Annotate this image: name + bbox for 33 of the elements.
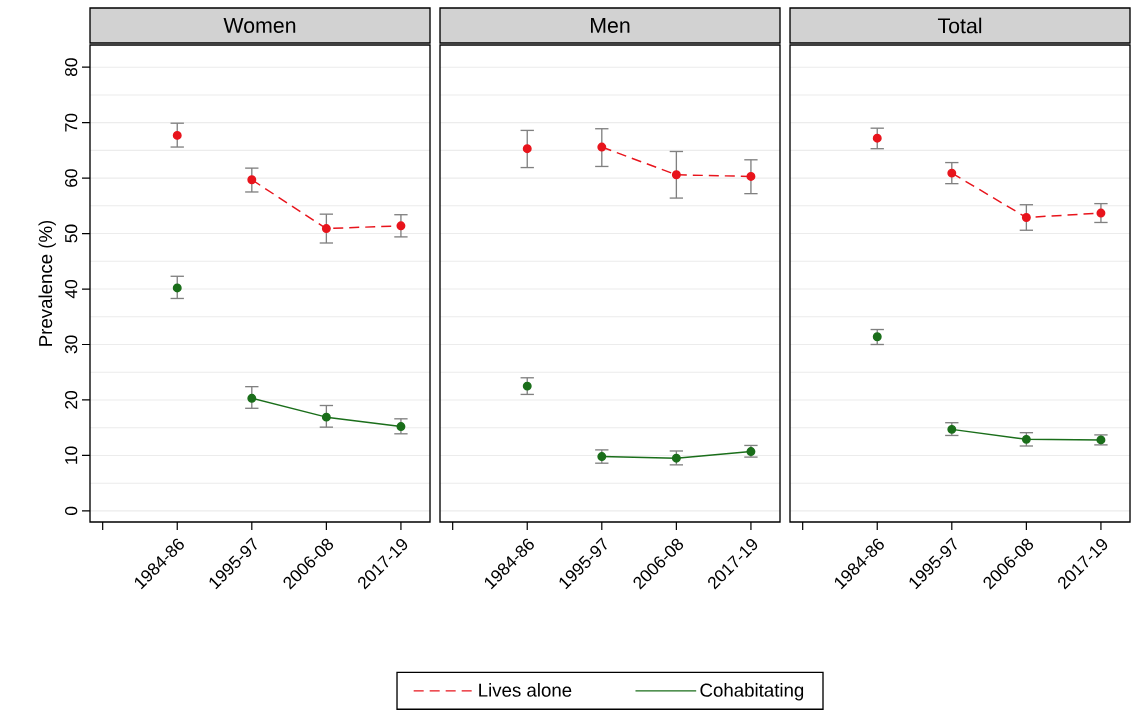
y-tick-label: 10	[65, 446, 78, 464]
point	[671, 170, 681, 180]
chart-title: Men	[591, 18, 630, 33]
y-tick-label: 40	[65, 280, 78, 299]
legend-label: Cohabitating	[700, 683, 804, 701]
point	[321, 412, 331, 422]
legend-label: Lives alone	[479, 683, 572, 697]
point	[522, 144, 532, 154]
y-tick-label: 0	[65, 506, 78, 516]
y-tick-label: 30	[65, 335, 78, 354]
point	[872, 133, 882, 143]
point	[746, 171, 756, 181]
point	[597, 142, 607, 152]
y-tick-label: 80	[65, 58, 78, 77]
y-tick-label: 60	[65, 169, 78, 187]
point	[247, 393, 257, 403]
point	[1096, 208, 1106, 218]
point	[247, 175, 257, 185]
y-tick-label: 70	[65, 113, 78, 132]
point	[396, 422, 406, 432]
point	[1021, 213, 1031, 222]
point	[396, 221, 406, 231]
y-tick-label: 50	[65, 224, 78, 243]
point	[522, 381, 532, 391]
y-tick-label: 20	[65, 391, 78, 409]
point	[172, 283, 182, 293]
point	[872, 332, 882, 342]
point	[321, 224, 331, 234]
chart-title: Women	[223, 18, 296, 33]
point	[947, 168, 957, 178]
chart-title: Total	[937, 17, 982, 34]
point	[172, 130, 182, 140]
y-axis-title: Prevalence (%)	[38, 220, 56, 346]
